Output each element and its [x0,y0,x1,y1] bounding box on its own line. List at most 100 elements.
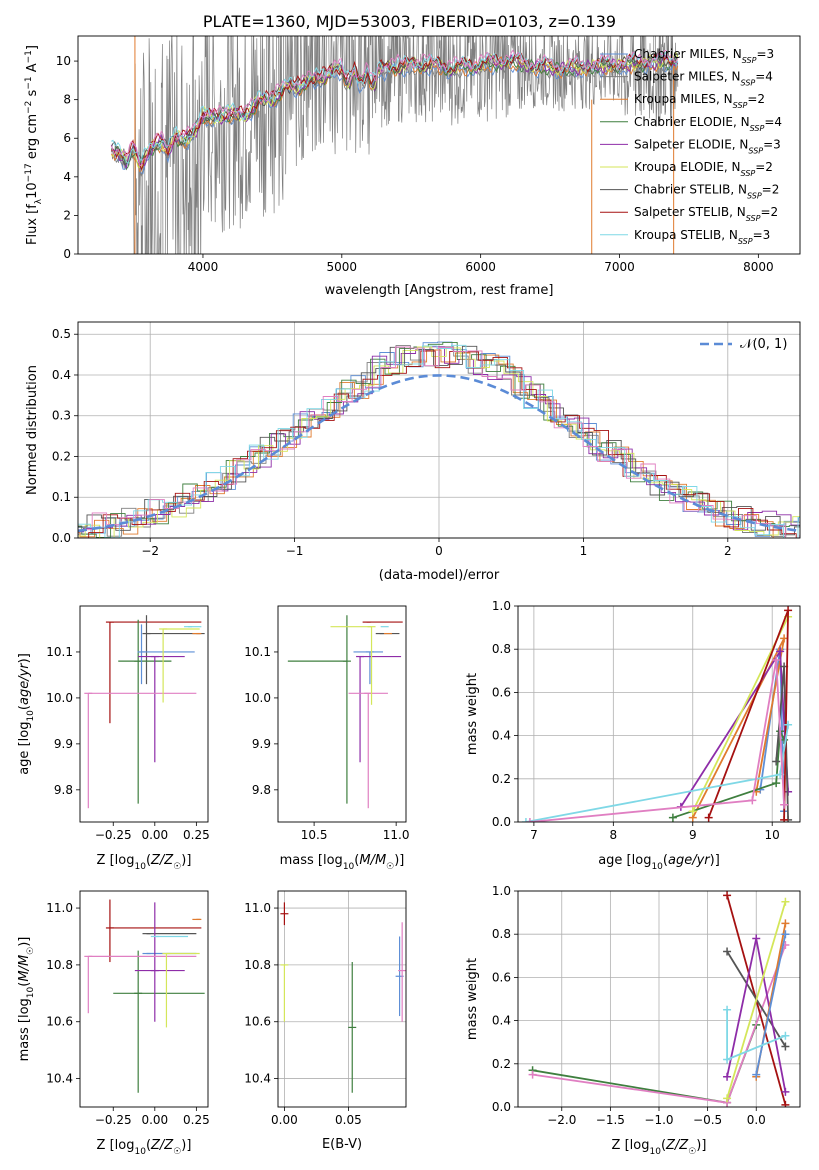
legend-text: Chabrier STELIB, N [634,183,747,197]
legend-sub: SSP [747,191,762,200]
y-tick-label: 10.8 [244,958,271,972]
y-tick-label: 10.1 [244,645,271,659]
weight-marker [781,1031,790,1040]
x-axis-label: age [log10(age/yr)] [598,853,720,872]
axes-frame [77,321,801,539]
legend-sub: SSP [742,56,757,65]
x-tick-label: 8000 [743,260,774,274]
x-tick-label: 0.00 [141,828,168,842]
label-part: A [25,63,40,76]
legend-text: Kroupa STELIB, N [634,228,738,242]
x-tick-label: 0.25 [183,1113,210,1127]
legend-entry: Kroupa MILES, NSSP=2 [634,92,765,110]
x-axis-label: Z [log10(Z/Z☉)] [612,1138,707,1157]
x-tick-label: 10 [765,828,780,842]
y-tick-label: 0.5 [52,327,71,341]
weight-line [691,616,789,812]
label-part: mass [log [280,853,343,868]
axes-frame [79,605,209,823]
legend-sub: SSP [741,78,756,87]
massweight_vs_age-plot-area [521,606,793,822]
weight-marker [723,1072,732,1081]
legend-text: =2 [762,183,780,197]
label-part: 10 [25,182,40,199]
y-tick-label: 0.3 [52,409,71,423]
spectrum-panel: 4000 5000 6000 7000 8000 0 2 4 6 8 10 wavelength [A… [24,35,801,298]
label-part: )] [17,937,32,947]
y-tick-label: 0.2 [52,449,71,463]
weight-marker [748,796,757,805]
label-part: Z/Z [150,1138,174,1153]
x-axis-label: (data-model)/error [379,568,500,583]
label-part: Z [log [97,853,135,868]
x-tick-label: 0.0 [747,1113,766,1127]
y-tick-label: 1.0 [492,884,511,898]
weight-marker [521,818,530,822]
y-axis-label: Flux [fλ10−17 erg cm−2 s−1 A−1] [24,45,44,245]
legend-text: =3 [753,228,771,242]
y-tick-label: 10.0 [244,691,271,705]
label-part: ( [146,853,151,868]
y-tick-label: 1.0 [492,599,511,613]
weight-marker [525,818,534,822]
legend-text: Kroupa ELODIE, N [634,160,741,174]
x-axis-label: Z [log10(Z/Z☉)] [97,1138,192,1157]
weight-marker [772,757,781,766]
weight-marker [781,919,790,928]
label-part: ☉ [173,862,181,872]
weight-marker [776,647,785,656]
label-part: ☉ [386,862,394,872]
legend-entry: 𝒩(0, 1) [740,337,787,352]
label-part: age/yr [668,853,711,868]
label-part: ☉ [26,947,36,955]
y-tick-label: 9.9 [252,737,271,751]
y-tick-label: 0.6 [492,685,511,699]
label-part: ☉ [173,1147,181,1157]
label-part: 10 [649,1147,661,1157]
legend-text: Kroupa MILES, N [634,92,733,106]
label-part: M/M [17,955,32,982]
figure-title: PLATE=1360, MJD=53003, FIBERID=0103, z=0… [202,12,617,31]
histogram-step [78,345,800,536]
weight-line [525,724,789,822]
label-part: age [log [17,722,32,775]
age_vs_Z-plot-area [84,615,205,809]
x-tick-label: −0.25 [95,828,132,842]
axes-frame [517,605,801,823]
label-part: Z/Z [150,853,174,868]
label-part: ( [17,982,32,987]
label-part: ( [17,705,32,710]
y-tick-label: 11.0 [244,901,271,915]
legend-text: =3 [756,47,774,61]
axes-frame [277,890,407,1108]
weight-marker [723,947,732,956]
weight-marker [668,813,677,822]
x-tick-label: 4000 [188,260,219,274]
y-tick-label: 0.8 [492,927,511,941]
x-tick-label: 9 [689,828,697,842]
x-tick-label: 8 [610,828,618,842]
weight-marker [784,606,793,615]
x-axis-label: mass [log10(M/M☉)] [280,853,405,872]
weight-marker [780,815,789,822]
model-spectrum-line [110,49,679,166]
y-tick-label: 2 [63,208,71,222]
y-tick-label: 0.0 [492,815,511,829]
legend-sub: SSP [746,214,761,223]
normal-curve [78,374,800,533]
label-part: erg cm [25,114,40,163]
label-part: ( [663,853,668,868]
label-part: 10 [343,862,355,872]
axes-frame [517,890,801,1108]
legend-text: Chabrier ELODIE, N [634,115,750,129]
y-tick-label: 0.6 [492,970,511,984]
weight-marker [784,720,793,729]
label-part: ] [25,45,40,50]
y-tick-label: 0 [63,247,71,261]
y-tick-label: 8 [63,93,71,107]
y-tick-label: 0.4 [492,1014,511,1028]
x-tick-label: 10.5 [301,828,328,842]
x-tick-label: 7000 [604,260,635,274]
